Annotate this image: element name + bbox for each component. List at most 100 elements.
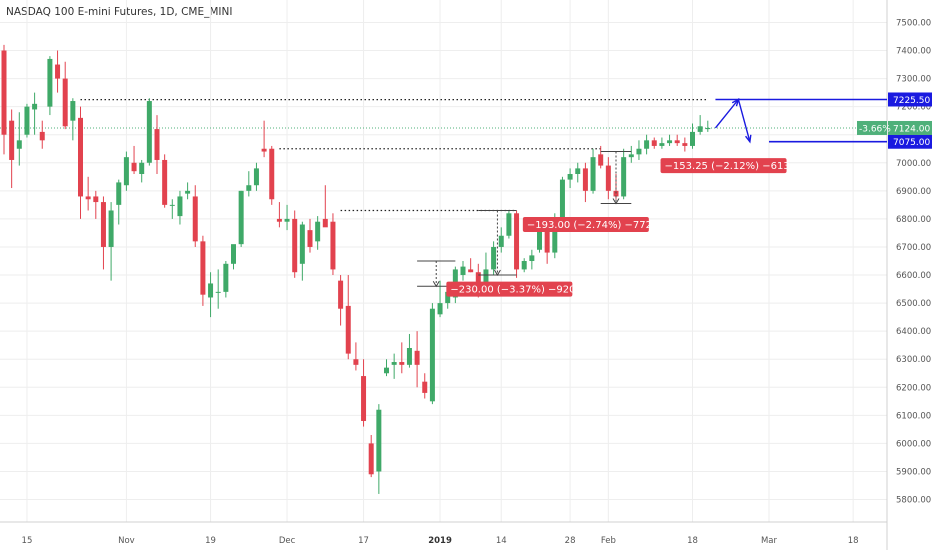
x-tick-label: 14 <box>496 536 507 546</box>
price-level-axis-box <box>888 134 932 149</box>
x-tick-label: 19 <box>205 536 216 546</box>
candle-body <box>590 157 596 191</box>
candle-body <box>177 196 183 217</box>
candle-body <box>315 221 321 242</box>
candle-body <box>636 148 642 155</box>
candle-body <box>537 227 542 250</box>
candle-body <box>269 148 275 200</box>
candle-body <box>399 362 405 365</box>
candle-body <box>93 196 99 203</box>
measure-label-box <box>446 281 573 297</box>
price-level-axis-label: 7075.00 <box>893 138 930 148</box>
candle-body <box>139 162 145 174</box>
x-tick-label: Mar <box>761 536 778 546</box>
candle-body <box>85 196 91 200</box>
candle-body <box>299 224 305 264</box>
chart-title: NASDAQ 100 E-mini Futures, 1D, CME_MINI <box>6 6 232 18</box>
measure-label-text: −193.00 (−2.74%) −772 <box>527 220 652 231</box>
candle-body <box>682 143 688 146</box>
y-tick-label: 6100.00 <box>896 411 931 421</box>
candle-body <box>529 255 535 261</box>
measure-arrowhead <box>493 269 501 277</box>
candle-body <box>231 244 236 264</box>
candle-body <box>376 409 382 472</box>
candle-body <box>644 140 650 149</box>
y-tick-label: 6000.00 <box>896 439 931 449</box>
candle-body <box>575 168 581 174</box>
candle-body <box>108 210 114 247</box>
candle-body <box>582 168 588 191</box>
y-tick-label: 6300.00 <box>896 355 931 365</box>
candle-body <box>307 230 313 247</box>
candle-body <box>192 196 198 242</box>
price-level-axis-box <box>888 92 932 107</box>
y-tick-label: 6800.00 <box>896 215 931 225</box>
x-tick-label: 18 <box>687 536 698 546</box>
candle-body <box>39 131 45 141</box>
y-tick-label: 6400.00 <box>896 327 931 337</box>
x-tick-label: 18 <box>848 536 859 546</box>
y-tick-label: 7000.00 <box>896 159 931 169</box>
candle-body <box>9 120 15 160</box>
candle-body <box>284 218 290 222</box>
candle-body <box>238 190 244 245</box>
candle-body <box>613 190 619 197</box>
candle-body <box>200 241 206 295</box>
measure-label-box <box>522 217 649 233</box>
candle-body <box>384 367 389 374</box>
candle-body <box>651 140 657 146</box>
candle-body <box>559 179 565 219</box>
candle-body <box>208 283 214 298</box>
candle-body <box>598 154 604 166</box>
price-level-axis-label: 7225.50 <box>893 96 930 106</box>
x-tick-label: 28 <box>565 536 576 546</box>
candle-body <box>131 162 137 172</box>
y-tick-label: 6700.00 <box>896 243 931 253</box>
candle-body <box>185 190 191 194</box>
candle-body <box>62 78 68 127</box>
candle-body <box>292 218 298 273</box>
y-tick-label: 6200.00 <box>896 383 931 393</box>
y-tick-label: 6600.00 <box>896 271 931 281</box>
last-price-axis-box <box>888 120 932 135</box>
candle-body <box>567 174 573 180</box>
candle-body <box>514 213 520 270</box>
candle-body <box>690 131 695 146</box>
candle-body <box>154 129 160 160</box>
candle-body <box>1 50 7 135</box>
x-tick-label: Feb <box>601 536 616 546</box>
candle-body <box>552 218 558 253</box>
x-tick-label: Dec <box>279 536 296 546</box>
candle-body <box>261 148 267 152</box>
candle-body <box>368 443 374 475</box>
last-price-change-box <box>857 120 887 135</box>
candle-body <box>47 58 53 107</box>
candle-body <box>276 218 282 222</box>
x-tick-label: 17 <box>358 536 369 546</box>
candle-body <box>32 103 38 110</box>
candle-body <box>246 185 252 191</box>
candle-body <box>253 168 259 186</box>
candle-body <box>24 106 30 135</box>
measure-label-text: −153.25 (−2.12%) −613 <box>665 161 790 172</box>
projection-path <box>714 97 751 142</box>
candle-body <box>667 140 673 144</box>
y-tick-label: 6900.00 <box>896 187 931 197</box>
candle-body <box>353 359 359 365</box>
candle-body <box>445 291 451 304</box>
x-tick-label: Nov <box>118 536 135 546</box>
y-tick-label: 7200.00 <box>896 103 931 113</box>
candle-body <box>406 348 412 365</box>
candle-body <box>345 305 351 354</box>
y-tick-label: 7500.00 <box>896 18 931 28</box>
candle-body <box>215 291 221 293</box>
candle-body <box>422 381 428 393</box>
candle-body <box>414 350 420 365</box>
candle-body <box>506 213 512 236</box>
candle-body <box>483 269 489 292</box>
candle-body <box>697 126 703 132</box>
candle-body <box>521 261 527 270</box>
candle-body <box>674 140 680 144</box>
